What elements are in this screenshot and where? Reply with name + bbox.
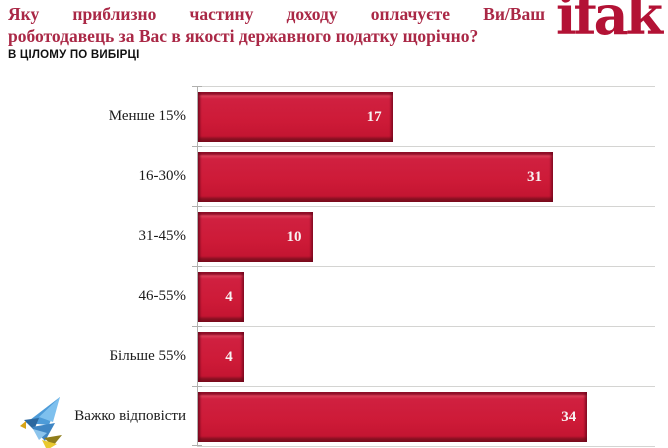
page-title: Яку приблизно частину доходу оплачуєте В… <box>8 3 545 47</box>
sample-subtitle: В ЦІЛОМУ ПО ВИБІРЦІ <box>8 49 140 61</box>
ifak-logo: ifak <box>555 0 663 47</box>
axis-tick <box>192 86 202 87</box>
chart-rows: Менше 15% 17 16-30% 31 31-45% 10 46-55% 4 Більше… <box>0 86 668 446</box>
category-label: Більше 55% <box>109 348 186 364</box>
chart-row: 46-55% 4 <box>0 266 668 326</box>
bar: 31 <box>198 152 553 202</box>
row-band: 31 <box>192 146 655 206</box>
axis-tick <box>192 386 202 387</box>
chart-row: Важко відповісти 34 <box>0 386 668 446</box>
chart-row: 31-45% 10 <box>0 206 668 266</box>
title-line-2: роботодавець за Вас в якості державного … <box>8 26 479 46</box>
value-label: 31 <box>526 168 542 185</box>
origami-dove-icon <box>20 397 62 448</box>
bar: 17 <box>198 92 393 142</box>
row-band: 4 <box>192 326 655 386</box>
category-label: Важко відповісти <box>74 408 186 424</box>
value-label: 17 <box>366 108 382 125</box>
bar-chart: Менше 15% 17 16-30% 31 31-45% 10 46-55% 4 Більше… <box>0 86 668 447</box>
value-label: 10 <box>286 228 302 245</box>
category-label: 16-30% <box>138 168 187 184</box>
axis-tick <box>192 146 202 147</box>
title-line-1: Яку приблизно частину доходу оплачуєте В… <box>8 4 545 24</box>
category-label: 46-55% <box>138 288 187 304</box>
bar: 10 <box>198 212 313 262</box>
axis-tick <box>192 445 202 446</box>
row-band: 17 <box>192 86 655 146</box>
chart-row: Більше 55% 4 <box>0 326 668 386</box>
axis-tick <box>192 326 202 327</box>
chart-row: 16-30% 31 <box>0 146 668 206</box>
axis-tick <box>192 266 202 267</box>
bar: 4 <box>198 332 244 382</box>
row-band: 34 <box>192 386 655 446</box>
axis-tick <box>192 206 202 207</box>
bar: 4 <box>198 272 244 322</box>
bar: 34 <box>198 392 588 442</box>
category-label: Менше 15% <box>108 108 186 124</box>
value-label: 34 <box>561 408 577 425</box>
row-band: 10 <box>192 206 655 266</box>
value-label: 4 <box>225 288 233 305</box>
row-band: 4 <box>192 266 655 326</box>
x-axis-bottom-line <box>192 445 655 447</box>
value-label: 4 <box>225 348 233 365</box>
chart-row: Менше 15% 17 <box>0 86 668 146</box>
category-label: 31-45% <box>138 228 187 244</box>
